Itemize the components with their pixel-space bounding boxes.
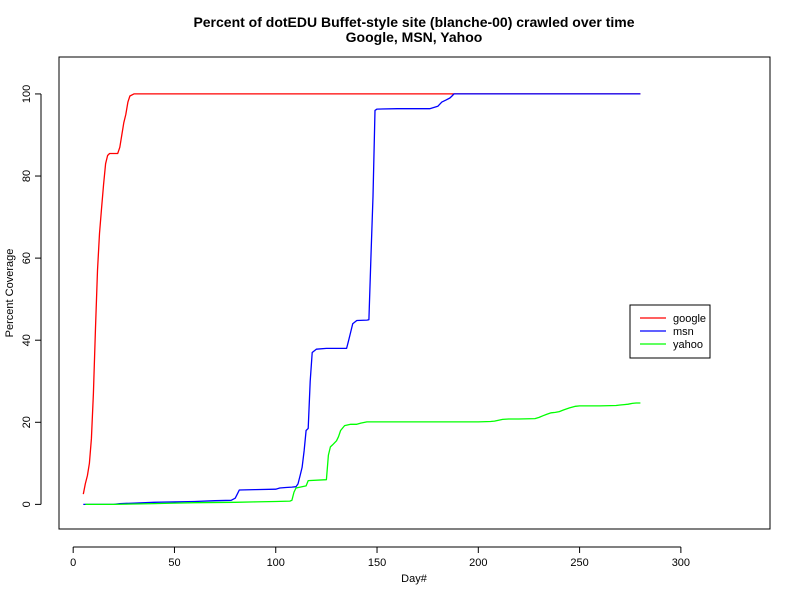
y-axis-label: Percent Coverage (4, 249, 16, 338)
y-tick-label: 20 (21, 416, 33, 428)
y-axis: 0 20 40 60 80 100 (21, 85, 42, 507)
series-line-msn (83, 93, 641, 506)
y-tick-label: 80 (21, 170, 33, 182)
x-tick-label: 250 (570, 557, 588, 569)
y-tick-label: 0 (21, 501, 33, 507)
x-tick-label: 300 (672, 557, 690, 569)
x-tick-label: 100 (267, 557, 285, 569)
legend-label-google: google (673, 313, 706, 325)
y-tick-label: 60 (21, 252, 33, 264)
x-tick-label: 0 (70, 557, 76, 569)
plot-frame (58, 56, 771, 530)
x-tick-label: 200 (469, 557, 487, 569)
chart-subtitle: Google, MSN, Yahoo (346, 29, 483, 45)
x-tick-label: 50 (168, 557, 180, 569)
x-tick-label: 150 (368, 557, 386, 569)
y-tick-label: 40 (21, 334, 33, 346)
legend-label-msn: msn (673, 326, 694, 338)
legend-label-yahoo: yahoo (673, 339, 703, 351)
y-tick-label: 100 (21, 85, 33, 103)
x-axis: 0 50 100 150 200 250 300 (70, 546, 690, 569)
series-layer (82, 93, 641, 506)
chart-title: Percent of dotEDU Buffet-style site (bla… (193, 14, 634, 30)
series-line-google (82, 93, 641, 495)
series-line-yahoo (85, 402, 641, 506)
x-axis-label: Day# (401, 573, 428, 585)
